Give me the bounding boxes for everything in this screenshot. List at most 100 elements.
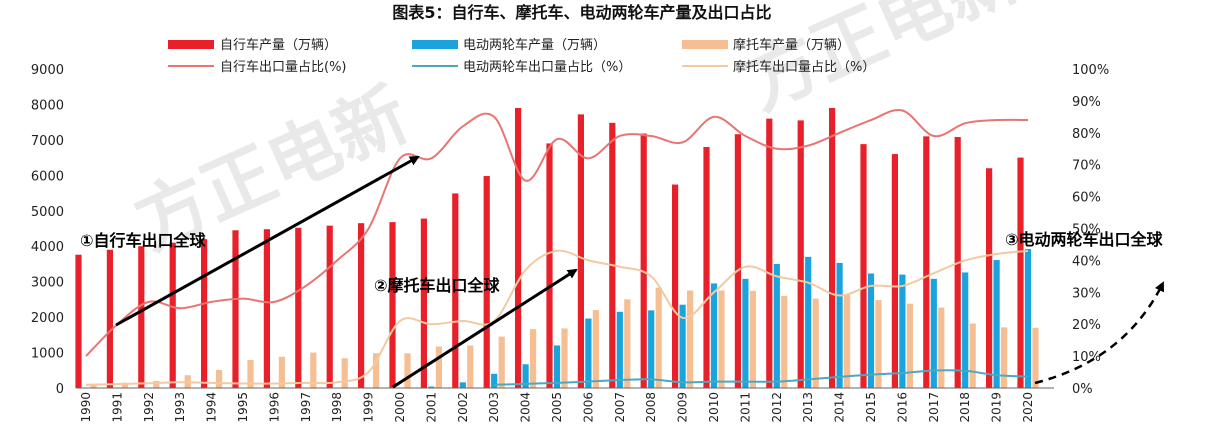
y-right-tick-label: 40% bbox=[1072, 254, 1101, 269]
bar-motorcycle-production bbox=[844, 294, 851, 388]
y-left-tick-label: 6000 bbox=[31, 169, 64, 184]
y-left-tick-label: 3000 bbox=[31, 276, 64, 291]
bar-bicycle-production bbox=[420, 218, 427, 388]
y-right-tick-label: 0% bbox=[1072, 382, 1093, 397]
legend-label-bike: 自行车产量（万辆） bbox=[220, 37, 337, 53]
bar-motorcycle-production bbox=[718, 290, 725, 388]
bar-bicycle-production bbox=[75, 254, 82, 388]
bar-bicycle-production bbox=[295, 227, 302, 388]
bar-ebike-production bbox=[491, 373, 498, 388]
x-tick-label: 2015 bbox=[864, 392, 878, 423]
bar-motorcycle-production bbox=[310, 352, 317, 388]
x-tick-label: 2001 bbox=[424, 392, 438, 423]
x-tick-label: 2012 bbox=[770, 392, 784, 423]
bar-ebike-production bbox=[710, 283, 718, 388]
x-tick-label: 1992 bbox=[142, 392, 156, 423]
legend-swatch-ebike bbox=[412, 40, 458, 49]
bar-ebike-production bbox=[1024, 249, 1032, 388]
x-tick-label: 1994 bbox=[205, 392, 219, 423]
x-tick-label: 2010 bbox=[707, 392, 721, 423]
x-tick-label: 2019 bbox=[990, 392, 1004, 423]
bar-ebike-production bbox=[962, 272, 969, 388]
bar-motorcycle-production bbox=[1032, 327, 1039, 388]
x-axis: 1990 1991 1992 1993 1994 1995 1996 1997 1998 1999… bbox=[79, 392, 1035, 423]
bar-bicycle-production bbox=[326, 225, 333, 388]
y-left-tick-label: 4000 bbox=[31, 240, 64, 255]
bar-ebike-production bbox=[648, 310, 655, 388]
bar-bicycle-production bbox=[766, 118, 773, 388]
bar-bicycle-production bbox=[389, 222, 396, 388]
y-right-tick-label: 60% bbox=[1072, 191, 1101, 206]
x-tick-label: 1990 bbox=[79, 392, 93, 423]
bar-motorcycle-production bbox=[875, 300, 882, 388]
bar-bicycle-production bbox=[986, 168, 993, 388]
y-right-tick-label: 80% bbox=[1072, 127, 1101, 142]
bar-bicycle-production bbox=[829, 107, 836, 388]
bar-motorcycle-production bbox=[530, 329, 537, 388]
y-left-tick-label: 8000 bbox=[31, 98, 64, 113]
export-ratio-lines bbox=[85, 108, 1029, 386]
bar-motorcycle-production bbox=[624, 299, 631, 388]
bar-bicycle-production bbox=[201, 239, 208, 388]
y-left-tick-label: 5000 bbox=[31, 205, 64, 220]
bar-motorcycle-production bbox=[749, 290, 756, 388]
x-tick-label: 2014 bbox=[833, 392, 847, 423]
x-tick-label: 1998 bbox=[330, 392, 344, 423]
bar-bicycle-production bbox=[483, 176, 490, 388]
bar-bicycle-production bbox=[263, 229, 270, 388]
y-left-tick-label: 2000 bbox=[31, 311, 64, 326]
y-right-tick-label: 70% bbox=[1072, 159, 1101, 174]
x-tick-label: 2000 bbox=[393, 392, 407, 423]
line-motorcycle-export-ratio bbox=[85, 249, 1029, 386]
bar-bicycle-production bbox=[797, 120, 804, 389]
bar-bicycle-production bbox=[672, 184, 679, 388]
bar-bicycle-production bbox=[734, 134, 741, 388]
bar-ebike-production bbox=[679, 304, 686, 388]
chart-title: 图表5：自行车、摩托车、电动两轮车产量及出口占比 bbox=[392, 3, 771, 22]
x-tick-label: 2017 bbox=[927, 392, 941, 423]
bar-ebike-production bbox=[836, 262, 843, 388]
bar-bicycle-production bbox=[640, 133, 647, 388]
bar-motorcycle-production bbox=[592, 310, 599, 388]
bar-motorcycle-production bbox=[121, 382, 128, 388]
legend-label-ebike: 电动两轮车产量（万辆） bbox=[463, 37, 606, 53]
bar-ebike-production bbox=[773, 263, 780, 388]
bar-ebike-production bbox=[553, 345, 561, 388]
bar-ebike-production bbox=[585, 318, 592, 388]
annotation-moto: ②摩托车出口全球 bbox=[374, 276, 501, 295]
x-tick-label: 1997 bbox=[299, 392, 313, 423]
y-right-tick-label: 50% bbox=[1072, 223, 1101, 238]
line-ebike-export-ratio bbox=[494, 369, 1029, 386]
bar-motorcycle-production bbox=[655, 287, 662, 388]
bar-motorcycle-production bbox=[906, 303, 913, 388]
bar-bicycle-production bbox=[609, 122, 616, 389]
arrow-moto-export bbox=[392, 268, 578, 389]
y-axis-right: 0% 10% 20% 30% 40% 50% 60% 70% 80% 90% 100% bbox=[1072, 63, 1109, 397]
bar-motorcycle-production bbox=[153, 380, 160, 388]
bar-motorcycle-production bbox=[216, 369, 223, 388]
x-tick-label: 2020 bbox=[1021, 392, 1035, 423]
bar-ebike-production bbox=[993, 260, 1000, 388]
bar-bicycle-production bbox=[515, 107, 522, 388]
x-tick-label: 2011 bbox=[738, 392, 752, 423]
bar-bicycle-production bbox=[860, 144, 867, 388]
y-left-tick-label: 7000 bbox=[31, 134, 64, 149]
bar-bicycle-production bbox=[232, 230, 239, 388]
legend: 自行车产量（万辆） 电动两轮车产量（万辆） 摩托车产量（万辆） 自行车出口量占比… bbox=[168, 37, 875, 75]
arrow-ebike-export bbox=[1034, 281, 1165, 385]
arrow-bike-export bbox=[115, 155, 420, 327]
x-tick-label: 2018 bbox=[958, 392, 972, 423]
bar-motorcycle-production bbox=[278, 356, 285, 388]
y-left-tick-label: 0 bbox=[56, 382, 64, 397]
bar-ebike-production bbox=[459, 382, 466, 388]
x-tick-label: 2006 bbox=[581, 392, 595, 423]
annotation-bike: ①自行车出口全球 bbox=[80, 231, 207, 250]
x-tick-label: 2009 bbox=[676, 392, 690, 423]
bar-motorcycle-production bbox=[90, 383, 97, 388]
bar-ebike-production bbox=[522, 364, 529, 388]
y-left-tick-label: 1000 bbox=[31, 347, 64, 362]
bar-motorcycle-production bbox=[435, 346, 442, 388]
bar-motorcycle-production bbox=[247, 359, 254, 388]
x-tick-label: 2004 bbox=[519, 392, 533, 423]
